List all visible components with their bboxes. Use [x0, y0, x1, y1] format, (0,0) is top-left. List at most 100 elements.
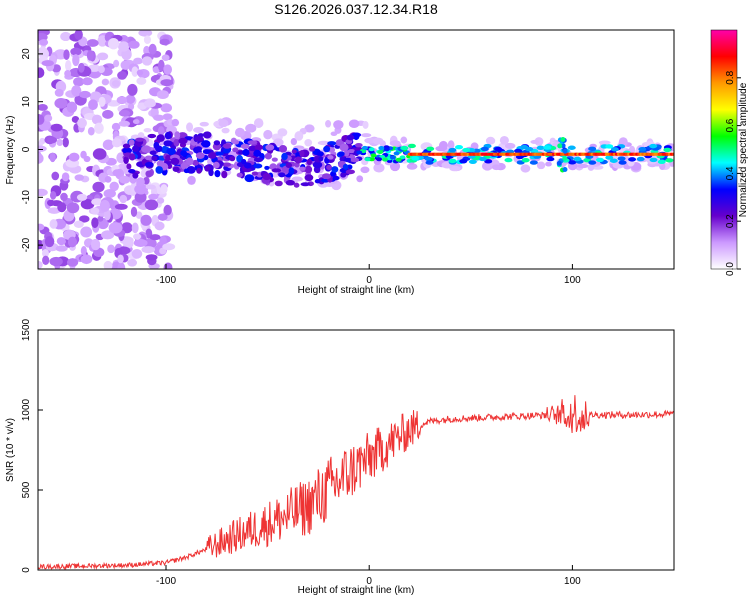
noise-blob — [42, 248, 49, 258]
noise-blob — [162, 113, 173, 121]
envelope-blob — [638, 147, 647, 152]
envelope-blob — [663, 147, 672, 153]
envelope-blob — [529, 160, 538, 165]
noise-blob — [74, 30, 83, 41]
y-tick-label: 0 — [21, 567, 32, 573]
envelope-blob — [455, 145, 464, 150]
x-tick-label: 0 — [366, 576, 372, 587]
halo-blob — [186, 122, 194, 132]
noise-blob — [54, 97, 68, 109]
scatter-blob — [308, 146, 316, 152]
noise-blob — [38, 145, 47, 152]
steady-line-segment — [671, 152, 674, 156]
scatter-blob — [126, 163, 132, 170]
scatter-blob — [144, 155, 153, 161]
scatter-blob — [141, 145, 151, 153]
transition-blob — [370, 153, 377, 158]
scatter-blob — [156, 160, 165, 167]
scatter-blob — [122, 147, 133, 154]
x-tick-label: 100 — [564, 275, 581, 286]
halo-blob — [111, 138, 122, 148]
envelope-blob — [588, 146, 597, 152]
envelope-blob — [525, 146, 534, 152]
scatter-blob — [345, 169, 355, 175]
transition-blob — [368, 147, 375, 152]
halo-blob — [362, 120, 369, 129]
noise-blob — [61, 172, 70, 182]
scatter-blob — [155, 165, 163, 174]
scatter-blob — [132, 145, 140, 152]
noise-blob — [104, 208, 111, 221]
scatter-blob — [229, 156, 236, 162]
halo-blob — [263, 129, 273, 140]
envelope-blob — [609, 158, 618, 163]
envelope-blob — [605, 155, 614, 160]
noise-blob — [145, 254, 158, 261]
noise-blob — [82, 77, 93, 86]
noise-blob — [71, 85, 82, 97]
scatter-blob — [128, 139, 135, 146]
halo-blob — [234, 127, 245, 138]
transition-blob — [389, 155, 396, 160]
scatter-blob — [278, 172, 286, 178]
transition-blob — [399, 155, 406, 160]
noise-blob — [143, 238, 157, 249]
noise-blob — [80, 198, 95, 210]
figure-title: S126.2026.037.12.34.R18 — [274, 1, 438, 17]
halo-blob — [294, 131, 304, 141]
spectrogram-x-label: Height of straight line (km) — [298, 285, 415, 296]
noise-blob — [60, 31, 72, 42]
noise-blob — [131, 248, 143, 259]
scatter-blob — [194, 146, 203, 152]
noise-blob — [154, 221, 165, 231]
scatter-blob — [200, 141, 210, 147]
halo-blob — [406, 163, 418, 170]
noise-blob — [149, 234, 161, 241]
scatter-blob — [253, 149, 262, 157]
noise-blob — [91, 217, 99, 229]
scatter-blob — [285, 162, 293, 169]
scatter-blob — [269, 163, 277, 171]
envelope-blob — [657, 159, 666, 164]
scatter-blob — [132, 172, 139, 179]
noise-blob — [49, 219, 58, 229]
scatter-blob — [244, 174, 255, 183]
noise-blob — [163, 204, 172, 216]
scatter-blob — [186, 157, 194, 166]
snr-x-ticks: -100 0 100 — [156, 565, 581, 587]
halo-blob — [361, 133, 372, 138]
scatter-blob — [195, 152, 205, 160]
halo-blob — [389, 140, 401, 147]
halo-blob — [372, 137, 384, 145]
noise-blob — [143, 35, 151, 44]
x-tick-label: 0 — [366, 275, 372, 286]
halo-blob — [449, 165, 461, 172]
scatter-blob — [281, 152, 288, 161]
envelope-blob — [425, 160, 434, 165]
noise-blob — [156, 90, 169, 100]
scatter-blob — [207, 152, 217, 159]
scatter-blob — [222, 143, 232, 149]
scatter-blob — [265, 144, 275, 151]
scatter-blob — [213, 161, 220, 169]
noise-blob — [44, 114, 53, 122]
noise-blob — [160, 79, 174, 87]
scatter-blob — [243, 162, 252, 169]
envelope-blob — [480, 146, 489, 152]
scatter-blob — [202, 149, 211, 155]
noise-blob — [111, 122, 121, 131]
noise-blob — [87, 127, 95, 136]
colorbar-tick-label: 0.2 — [725, 214, 736, 228]
noise-blob — [63, 49, 70, 61]
halo-blob — [400, 136, 408, 144]
halo-blob — [304, 139, 313, 147]
scatter-blob — [164, 131, 172, 140]
noise-blob — [159, 38, 170, 46]
noise-blob — [68, 152, 80, 162]
halo-blob — [587, 163, 595, 171]
scatter-blob — [236, 172, 243, 178]
noise-blob — [38, 188, 48, 197]
snr-panel: -100 0 100 0 500 1000 1500 Height of straight… — [5, 318, 675, 596]
envelope-blob — [649, 157, 658, 163]
noise-blob — [123, 239, 134, 249]
